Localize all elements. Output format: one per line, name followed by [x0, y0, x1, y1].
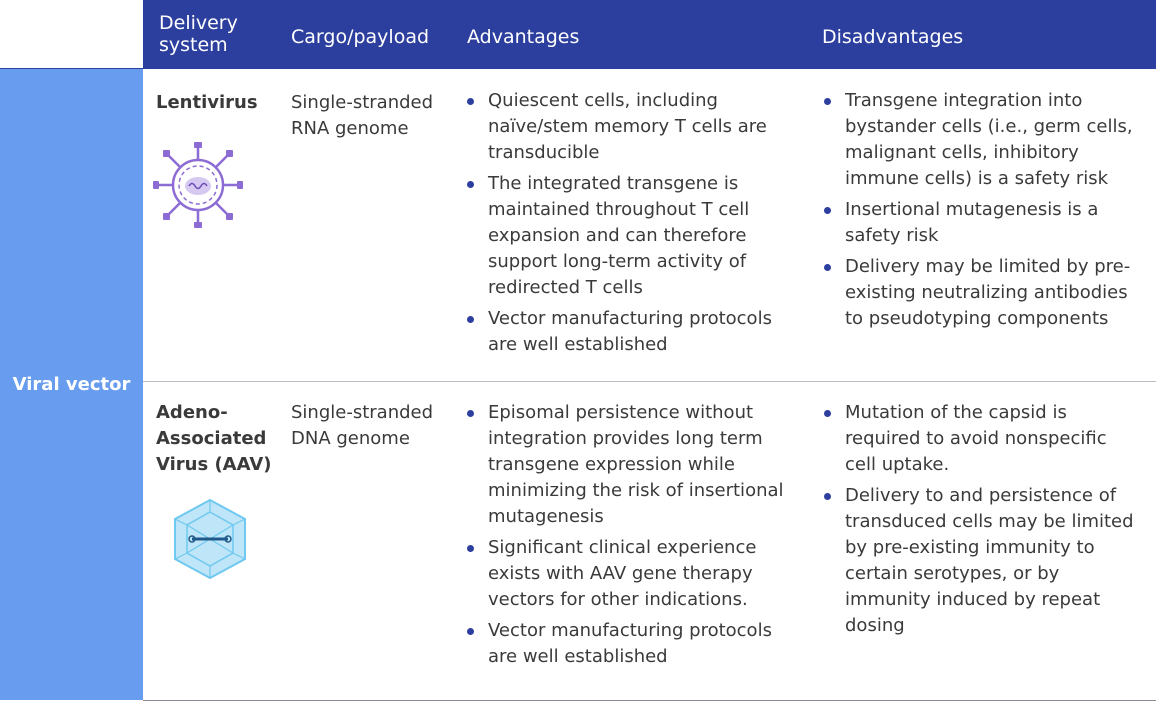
row-cargo: Single-stranded DNA genome	[291, 402, 434, 449]
list-item: Transgene integration into bystander cel…	[822, 88, 1142, 192]
category-label: Viral vector	[12, 374, 131, 395]
row-divider	[143, 381, 1156, 382]
list-item: Quiescent cells, including naïve/stem me…	[465, 88, 805, 166]
list-item: Delivery may be limited by pre-existing …	[822, 254, 1142, 332]
header-delivery-system: Delivery system	[159, 12, 238, 56]
list-item: Delivery to and persistence of transduce…	[822, 483, 1142, 639]
advantages-list: Quiescent cells, including naïve/stem me…	[465, 88, 805, 363]
header-disadvantages: Disadvantages	[822, 26, 964, 48]
list-item: Vector manufacturing protocols are well …	[465, 618, 805, 670]
disadvantages-list: Mutation of the capsid is required to av…	[822, 400, 1142, 644]
category-sidebar	[0, 69, 143, 700]
disadvantages-list: Transgene integration into bystander cel…	[822, 88, 1142, 337]
bottom-rule	[143, 700, 1156, 701]
row-name: Adeno-Associated Virus (AAV)	[156, 402, 272, 475]
list-item: Vector manufacturing protocols are well …	[465, 306, 805, 358]
row-cargo: Single-stranded RNA genome	[291, 92, 434, 139]
lentivirus-icon	[153, 142, 243, 228]
advantages-list: Episomal persistence without integration…	[465, 400, 805, 675]
header-rule	[0, 68, 1156, 69]
list-item: The integrated transgene is maintained t…	[465, 171, 805, 301]
header-advantages: Advantages	[467, 26, 580, 48]
table-header: Delivery system Cargo/payload Advantages…	[143, 0, 1156, 68]
list-item: Significant clinical experience exists w…	[465, 535, 805, 613]
list-item: Episomal persistence without integration…	[465, 400, 805, 530]
header-cargo: Cargo/payload	[291, 26, 430, 48]
list-item: Insertional mutagenesis is a safety risk	[822, 197, 1142, 249]
row-name: Lentivirus	[156, 92, 258, 113]
aav-capsid-icon	[174, 498, 246, 580]
list-item: Mutation of the capsid is required to av…	[822, 400, 1142, 478]
